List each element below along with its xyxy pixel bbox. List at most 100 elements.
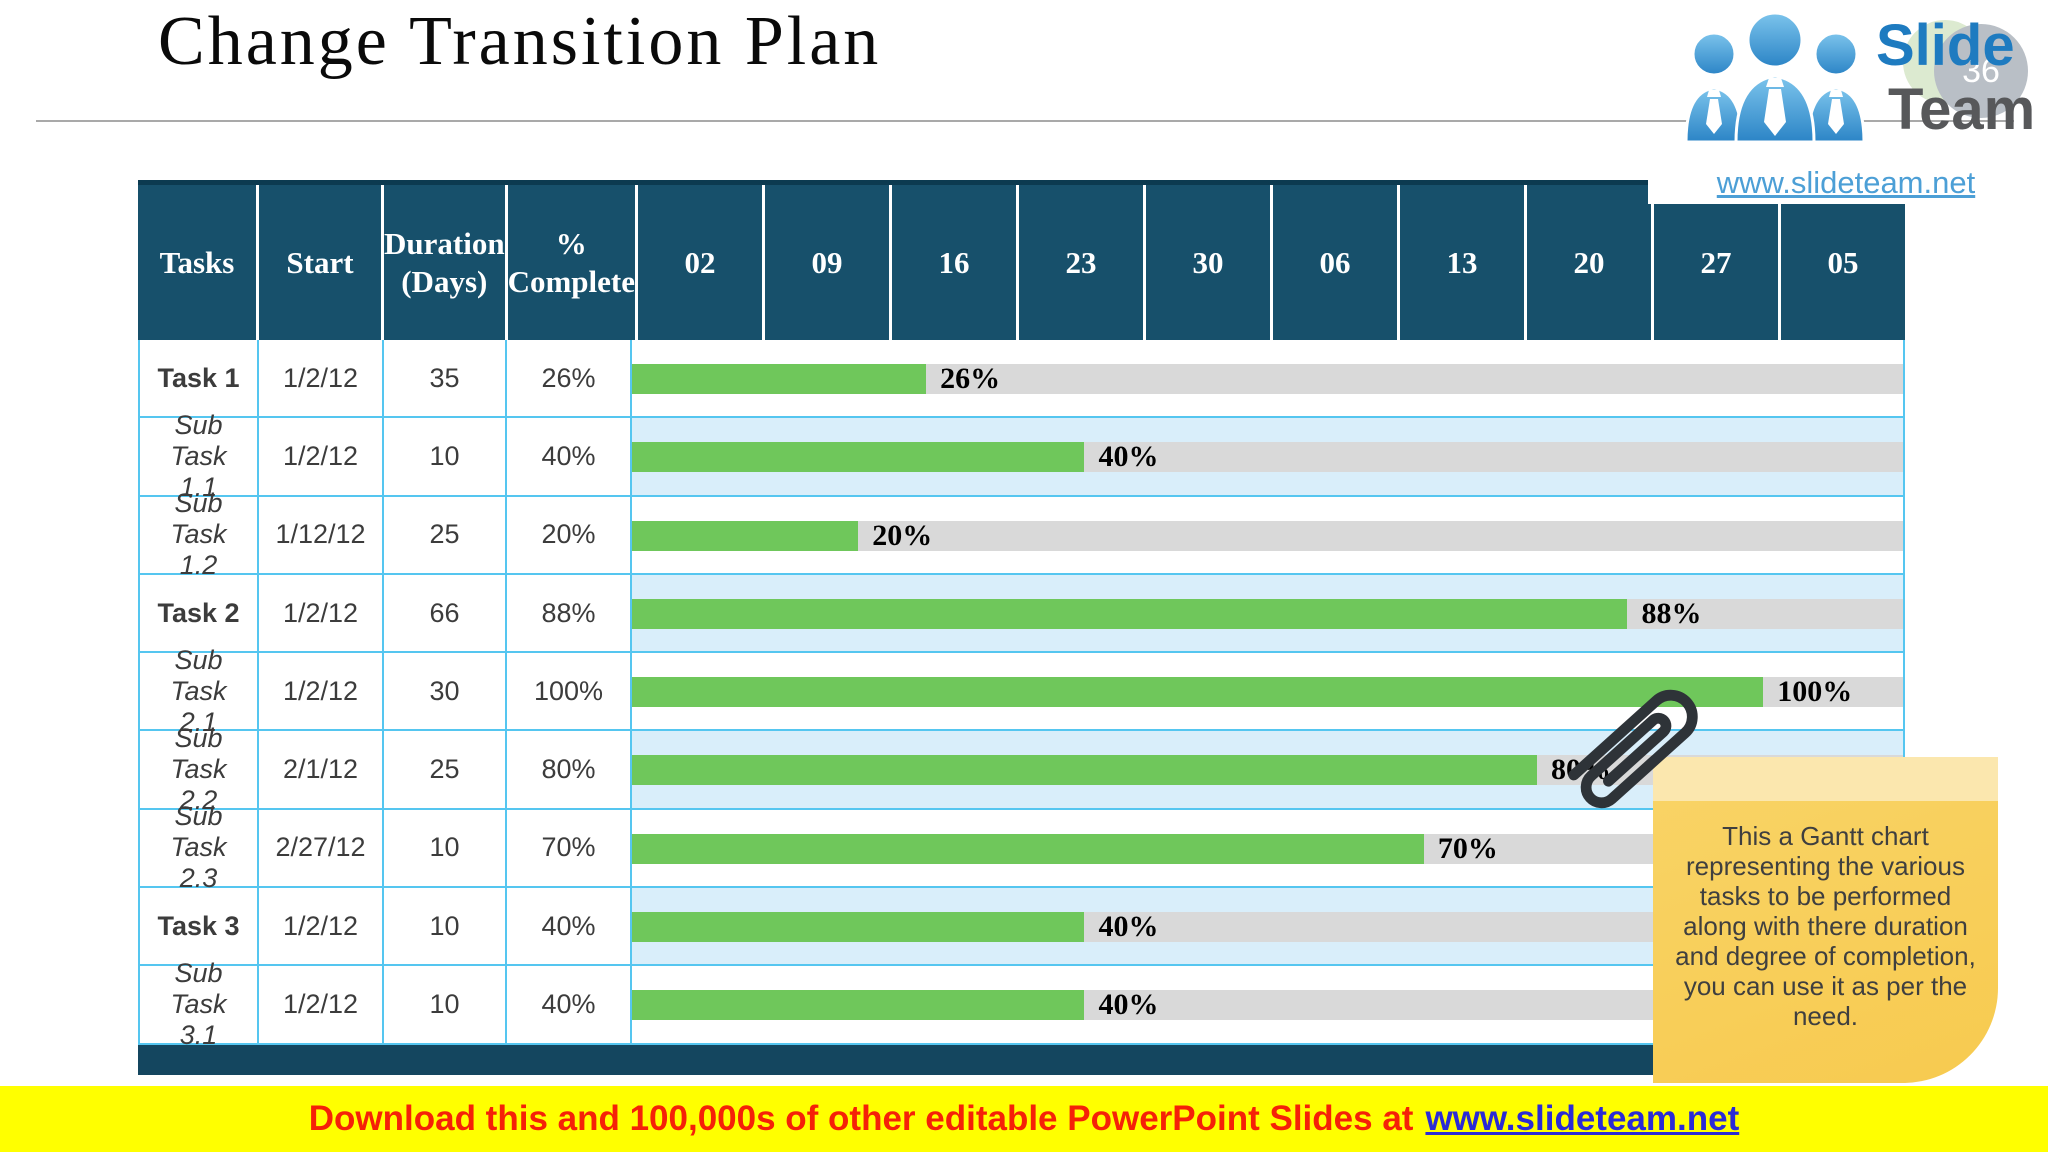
gantt-bar-label: 40%: [1098, 440, 1159, 474]
start-date-cell: 1/2/12: [259, 418, 384, 495]
start-date-cell: 1/2/12: [259, 653, 384, 730]
gantt-bar-fill: [632, 598, 1628, 629]
gantt-bar-label: 100%: [1777, 675, 1853, 709]
start-date-cell: 1/2/12: [259, 966, 384, 1043]
header-date-cell: 16: [891, 185, 1019, 340]
task-name-cell: Task 2: [140, 574, 259, 652]
gantt-row: Sub Task 2.1 1/2/12 30 100% 100%: [140, 645, 1903, 737]
page-number: 36: [1962, 51, 2000, 90]
header-date-cell: 09: [764, 185, 892, 340]
gantt-row: Task 1 1/2/12 35 26% 26%: [140, 340, 1903, 419]
gantt-bar-fill: [632, 442, 1085, 473]
promo-banner: Download this and 100,000s of other edit…: [0, 1086, 2048, 1152]
duration-cell: 30: [384, 653, 507, 730]
gantt-chart-cell: 40%: [632, 418, 1903, 495]
task-name-cell: Task 1: [140, 340, 259, 417]
table-body: Task 1 1/2/12 35 26% 26% Sub Task 1.1 1/2/12 10…: [138, 340, 1905, 1050]
gantt-row: Sub Task 1.2 1/12/12 25 20% 20%: [140, 488, 1903, 580]
page-number-badge: 36: [1934, 24, 2028, 118]
start-date-cell: 1/2/12: [259, 340, 384, 417]
gantt-chart-cell: 20%: [632, 497, 1903, 573]
gantt-bar-track: 100%: [632, 675, 1903, 709]
gantt-bar-fill: [632, 990, 1085, 1021]
task-name-cell: Sub Task 2.2: [140, 723, 259, 815]
gantt-bar-fill: [632, 755, 1537, 786]
sticky-note: This a Gantt chart representing the vari…: [1653, 757, 1998, 1083]
start-date-cell: 1/2/12: [259, 888, 384, 965]
header-date-cell: 06: [1272, 185, 1400, 340]
slideteam-people-icon: [1684, 11, 1866, 142]
gantt-bar-fill: [632, 364, 927, 394]
gantt-row: Sub Task 3.1 1/2/12 10 40% 40%: [140, 958, 1903, 1050]
gantt-bar-label: 88%: [1641, 596, 1702, 630]
header-cell: Start: [259, 185, 384, 340]
task-name-cell: Task 3: [140, 888, 259, 965]
duration-cell: 10: [384, 966, 507, 1043]
slideteam-url-link[interactable]: www.slideteam.net: [1716, 165, 1976, 200]
duration-cell: 66: [384, 574, 507, 652]
logo-text-slide: Slide: [1876, 13, 2015, 78]
gantt-bar-fill: [632, 677, 1764, 708]
header-date-cell: 13: [1399, 185, 1527, 340]
gantt-bar-track: 40%: [632, 440, 1903, 474]
percent-complete-cell: 40%: [507, 418, 632, 495]
percent-complete-cell: 40%: [507, 888, 632, 965]
gantt-bar-fill: [632, 912, 1085, 943]
percent-complete-cell: 40%: [507, 966, 632, 1043]
watermark-url-box: www.slideteam.net: [1648, 162, 2044, 204]
task-name-cell: Sub Task 2.3: [140, 801, 259, 893]
gantt-row: Task 3 1/2/12 10 40% 40%: [140, 888, 1903, 967]
header-date-cell: 05: [1780, 185, 1905, 340]
page-title: Change Transition Plan: [158, 3, 882, 80]
start-date-cell: 2/1/12: [259, 731, 384, 808]
gantt-chart-cell: 88%: [632, 574, 1903, 652]
promo-banner-link[interactable]: www.slideteam.net: [1425, 1099, 1740, 1138]
percent-complete-cell: 88%: [507, 574, 632, 652]
logo-text-team: Team: [1888, 77, 2036, 142]
gantt-chart-cell: 100%: [632, 653, 1903, 729]
gantt-bar-label: 40%: [1098, 988, 1159, 1022]
gantt-bar-label: 70%: [1437, 831, 1498, 865]
gantt-bar-label: 40%: [1098, 910, 1159, 944]
gantt-bar-label: 20%: [872, 518, 933, 552]
promo-banner-text: Download this and 100,000s of other edit…: [308, 1099, 1414, 1138]
task-name-cell: Sub Task 2.1: [140, 645, 259, 737]
header-date-cell: 23: [1018, 185, 1146, 340]
header-cell: % Complete: [507, 185, 638, 340]
duration-cell: 35: [384, 340, 507, 417]
start-date-cell: 1/12/12: [259, 496, 384, 573]
gantt-chart-cell: 26%: [632, 340, 1903, 416]
sticky-note-top-band: [1653, 757, 1998, 801]
gantt-table: Tasks Start Duration (Days)% Complete 02 09 1…: [138, 180, 1905, 1050]
gantt-bar-fill: [632, 833, 1424, 864]
sticky-note-text: This a Gantt chart representing the vari…: [1675, 821, 1976, 1031]
start-date-cell: 2/27/12: [259, 809, 384, 887]
table-footer-bar: [138, 1045, 1905, 1075]
gantt-bar-fill: [632, 520, 859, 551]
duration-cell: 25: [384, 496, 507, 573]
paperclip-icon: [1568, 689, 1698, 809]
percent-complete-cell: 20%: [507, 496, 632, 573]
percent-complete-cell: 80%: [507, 731, 632, 808]
gantt-bar-label: 26%: [940, 362, 1001, 395]
duration-cell: 10: [384, 418, 507, 495]
header-cell: Duration (Days): [384, 185, 508, 340]
header-date-cell: 27: [1653, 185, 1781, 340]
header-date-cell: 30: [1145, 185, 1273, 340]
task-name-cell: Sub Task 3.1: [140, 958, 259, 1050]
header-cell: Tasks: [138, 185, 259, 340]
start-date-cell: 1/2/12: [259, 574, 384, 652]
percent-complete-cell: 26%: [507, 340, 632, 417]
duration-cell: 10: [384, 809, 507, 887]
title-divider: [36, 120, 2014, 122]
table-header-row: Tasks Start Duration (Days)% Complete 02 09 1…: [138, 180, 1905, 340]
task-name-cell: Sub Task 1.2: [140, 488, 259, 580]
gantt-bar-track: 20%: [632, 518, 1903, 552]
header-date-cell: 02: [637, 185, 765, 340]
gantt-bar-track: 26%: [632, 362, 1903, 395]
duration-cell: 10: [384, 888, 507, 965]
percent-complete-cell: 100%: [507, 653, 632, 730]
gantt-row: Sub Task 1.1 1/2/12 10 40% 40%: [140, 410, 1903, 502]
header-date-cell: 20: [1526, 185, 1654, 340]
